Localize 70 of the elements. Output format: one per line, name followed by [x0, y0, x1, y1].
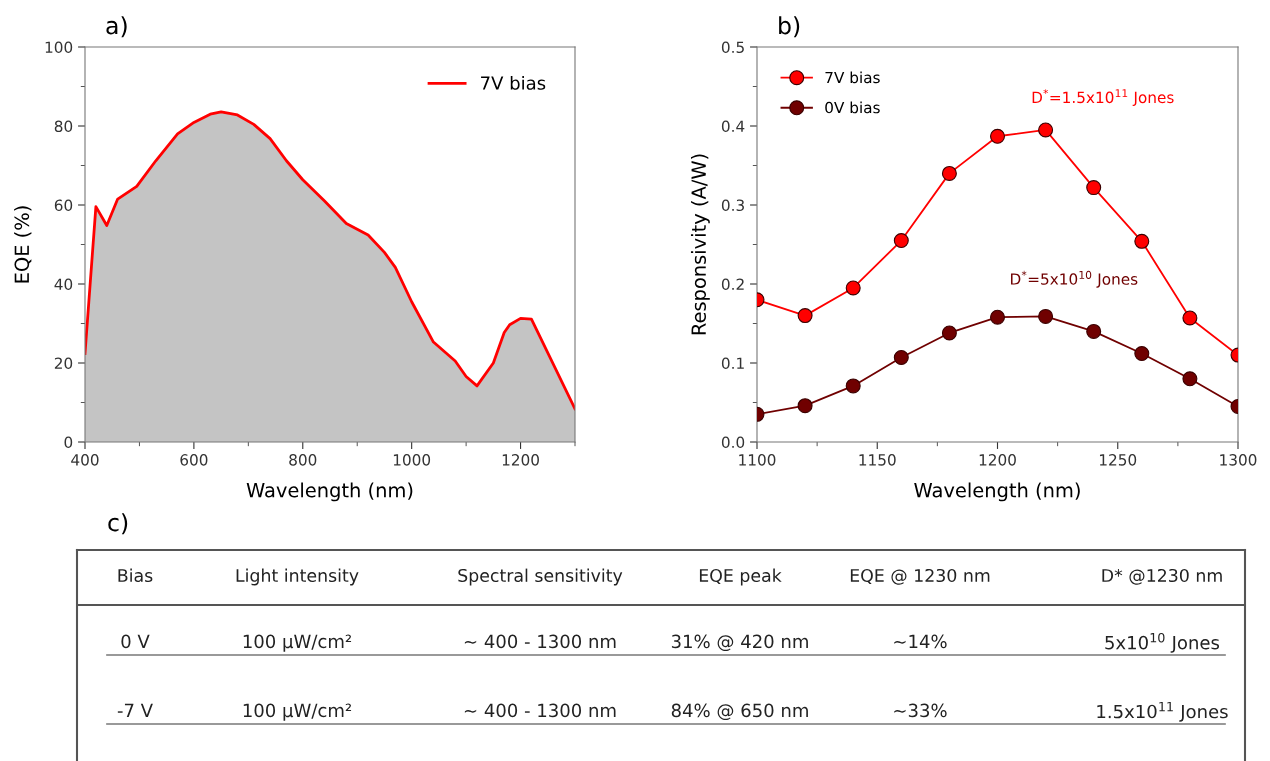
annotation: D$^{*}$=1.5x10$^{11}$ Jones — [1032, 89, 1174, 106]
x-tick-label: 1100 — [739, 454, 776, 466]
text: ~33% — [894, 703, 947, 718]
point — [1086, 323, 1102, 339]
point — [1086, 180, 1102, 196]
x-tick-label: 1200 — [979, 454, 1016, 466]
point — [1182, 310, 1198, 326]
point — [990, 128, 1005, 144]
x-tick-label: 1300 — [1220, 454, 1257, 466]
y-tick-label: 60 — [54, 199, 73, 212]
y-axis-title: EQE (%) — [14, 206, 32, 283]
text: Bias — [118, 568, 153, 583]
x-axis-title: Wavelength (nm) — [914, 482, 1080, 502]
point — [1134, 346, 1150, 362]
text: 31% @ 420 nm — [671, 634, 808, 652]
point — [893, 233, 909, 249]
y-tick-label: 20 — [54, 357, 73, 370]
text: 0 V — [121, 634, 150, 649]
x-axis-title: Wavelength (nm) — [246, 482, 413, 502]
x-tick-label: 1200 — [502, 454, 539, 466]
y-tick-label: 0.3 — [721, 199, 744, 212]
y-tick-label: 0.5 — [721, 41, 744, 54]
y-tick-label: 80 — [54, 120, 73, 133]
point — [893, 349, 909, 365]
text: 84% @ 650 nm — [671, 703, 808, 721]
text: c) — [108, 513, 128, 535]
y-axis-title: Responsivity (A/W) — [690, 154, 710, 335]
text: 1.5x10$^{11}$ Jones — [1097, 701, 1228, 722]
point — [990, 309, 1005, 325]
point — [941, 325, 957, 341]
y-tick-label: 0.0 — [721, 436, 745, 449]
y-tick-label: 0 — [64, 436, 73, 449]
point — [797, 308, 813, 324]
y-tick-label: 100 — [45, 41, 73, 54]
y-tick-label: 0.2 — [721, 278, 744, 291]
annotation: D$^{*}$=5x10$^{10}$ Jones — [1011, 270, 1138, 288]
point — [845, 280, 861, 296]
text: ~14% — [894, 634, 947, 649]
legend-label: 7V bias — [481, 75, 546, 90]
legend-label: 7V bias — [825, 71, 880, 84]
text: 5x10$^{10}$ Jones — [1105, 632, 1220, 653]
text: Light intensity — [236, 568, 359, 586]
text: EQE peak — [699, 568, 782, 586]
text: D* @1230 nm — [1102, 568, 1222, 585]
chart-title: b) — [779, 16, 800, 38]
text: ~ 400 - 1300 nm — [464, 634, 616, 649]
text: Spectral sensitivity — [458, 568, 623, 586]
text: ~ 400 - 1300 nm — [464, 703, 616, 718]
text: -7 V — [117, 703, 153, 717]
x-tick-label: 1150 — [859, 454, 896, 466]
text: 100 μW/cm² — [243, 703, 352, 721]
y-tick-label: 40 — [54, 278, 73, 291]
y-tick-label: 0.1 — [721, 357, 744, 370]
text: 100 μW/cm² — [243, 634, 352, 652]
x-tick-label: 800 — [289, 454, 317, 466]
point — [845, 378, 861, 394]
point — [1134, 233, 1150, 249]
point — [797, 398, 813, 414]
x-tick-label: 1250 — [1099, 454, 1137, 466]
point — [1038, 308, 1054, 324]
x-tick-label: 400 — [71, 454, 99, 466]
text: EQE @ 1230 nm — [850, 568, 990, 585]
point — [1182, 371, 1198, 387]
y-tick-label: 0.4 — [721, 120, 745, 133]
x-tick-label: 1000 — [393, 454, 431, 466]
point — [941, 165, 957, 181]
legend-label: 0V bias — [825, 101, 880, 114]
point — [1038, 122, 1054, 138]
x-tick-label: 600 — [180, 454, 208, 466]
chart-title: a) — [106, 16, 127, 38]
